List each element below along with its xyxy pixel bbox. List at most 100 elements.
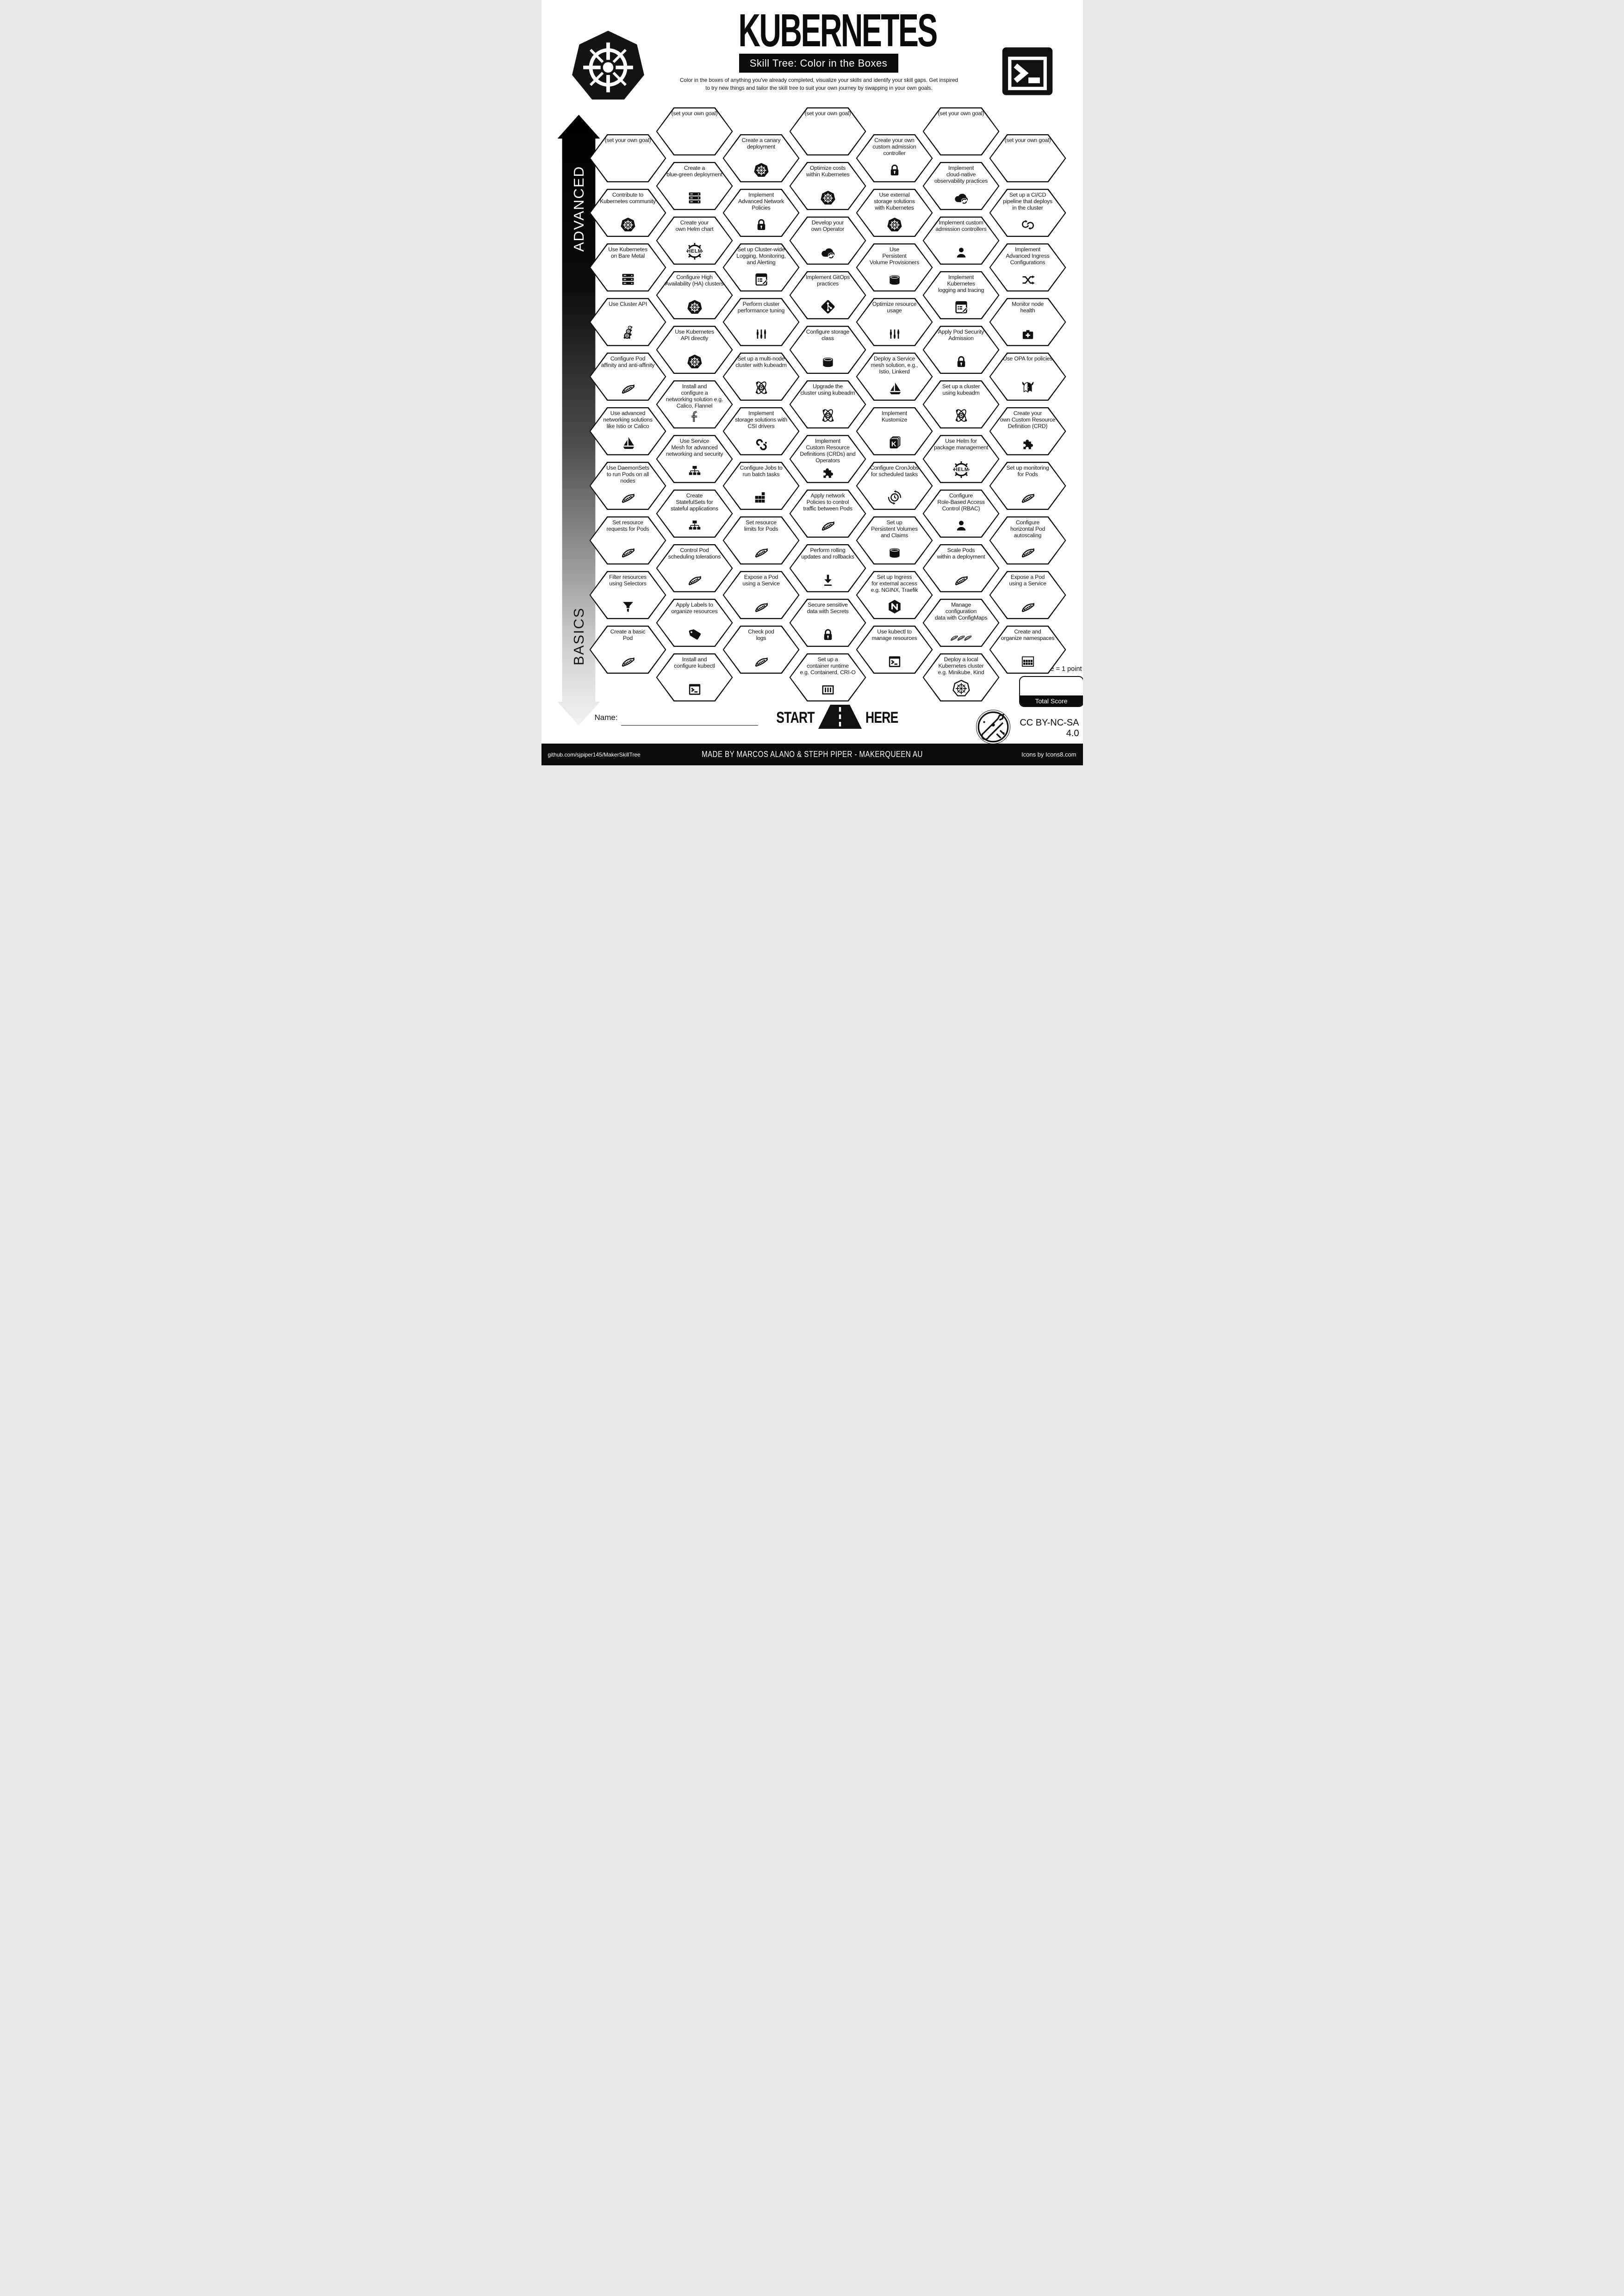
kubernetes-icon (687, 299, 703, 315)
skill-tile[interactable]: Use external storage solutions with Kube… (856, 189, 933, 237)
name-input-line[interactable] (621, 725, 758, 726)
skill-tile[interactable]: Set up monitoring for Pods (989, 462, 1066, 510)
skill-tile-custom-goal[interactable]: (set your own goal) (789, 107, 866, 155)
tag-icon (687, 627, 703, 643)
skill-tile-label: (set your own goal) (804, 110, 851, 117)
footer-bar: github.com/sjpiper145/MakerSkillTree MAD… (541, 744, 1083, 765)
skill-tile[interactable]: Use Helm for package management HELM (922, 435, 1000, 483)
skill-tile[interactable]: Deploy a Service mesh solution, e.g., Is… (856, 353, 933, 401)
skill-tile-label: Create a canary deployment (741, 137, 781, 150)
skill-tile[interactable]: Configure High Availability (HA) cluster… (656, 271, 733, 319)
skill-tile[interactable]: Set up Ingress for external access e.g. … (856, 571, 933, 619)
skill-tile[interactable]: Manage configuration data with ConfigMap… (922, 599, 1000, 647)
skill-tile[interactable]: Implement storage solutions with CSI dri… (722, 407, 800, 455)
skill-tile[interactable]: Set up Persistent Volumes and Claims (856, 516, 933, 565)
skill-tile[interactable]: Set up a CI/CD pipeline that deploys in … (989, 189, 1066, 237)
skill-tile[interactable]: Filter resources using Selectors (589, 571, 666, 619)
skill-tile[interactable]: Configure Pod affinity and anti-affinity (589, 353, 666, 401)
skill-tile-custom-goal[interactable]: (set your own goal) (922, 107, 1000, 155)
start-label: START (776, 708, 815, 726)
skill-tile[interactable]: Create StatefulSets for stateful applica… (656, 490, 733, 538)
skill-tile[interactable]: Implement Kustomize K (856, 407, 933, 455)
skill-tile[interactable]: Create your own Custom Resource Definiti… (989, 407, 1066, 455)
skill-tile-label: Secure sensitive data with Secrets (807, 602, 849, 615)
skill-tile[interactable]: Use Kubernetes on Bare Metal (589, 243, 666, 292)
skill-tile-label: (set your own goal) (1004, 137, 1051, 144)
footer-icons-credit[interactable]: Icons by Icons8.com (1021, 751, 1076, 758)
skill-tile[interactable]: Set up a cluster using kubeadm (922, 380, 1000, 428)
skill-tile[interactable]: Apply Pod Security Admission (922, 326, 1000, 374)
skill-tile[interactable]: Apply network Policies to control traffi… (789, 490, 866, 538)
skill-tile-custom-goal[interactable]: (set your own goal) (589, 134, 666, 182)
skill-tile[interactable]: Set resource limits for Pods (722, 516, 800, 565)
skill-tile[interactable]: Install and configure a networking solut… (656, 380, 733, 428)
skill-tile[interactable]: Use Persistent Volume Provisioners (856, 243, 933, 292)
skill-tile[interactable]: Use advanced networking solutions like I… (589, 407, 666, 455)
skill-tile[interactable]: Implement Custom Resource Definitions (C… (789, 435, 866, 483)
skill-tile[interactable]: Implement cloud-native observability pra… (922, 162, 1000, 210)
skill-tile[interactable]: Use Cluster API (589, 298, 666, 346)
skill-tile[interactable]: Install and configure kubectl (656, 653, 733, 701)
license-text: CC BY-NC-SA 4.0 (1020, 718, 1079, 738)
skill-tile[interactable]: Use Kubernetes API directly (656, 326, 733, 374)
skill-tile[interactable]: Set up Cluster-wide Logging, Monitoring,… (722, 243, 800, 292)
skill-tile[interactable]: Perform cluster performance tuning (722, 298, 800, 346)
skill-tile[interactable]: Implement GitOps practices (789, 271, 866, 319)
skill-tile[interactable]: Create a basic Pod (589, 626, 666, 674)
skill-tile-label: Set resource requests for Pods (606, 519, 649, 533)
skill-tile[interactable]: Control Pod scheduling tolerations (656, 544, 733, 592)
skill-tile[interactable]: Configure Role-Based Access Control (RBA… (922, 490, 1000, 538)
skill-tile[interactable]: Use OPA for policies (989, 353, 1066, 401)
person-icon (953, 518, 969, 534)
skill-tile[interactable]: Set up a container runtime e.g. Containe… (789, 653, 866, 701)
skill-tile[interactable]: Configure CronJobs for scheduled tasks (856, 462, 933, 510)
lock-icon (754, 217, 769, 233)
skill-tile-custom-goal[interactable]: (set your own goal) (989, 134, 1066, 182)
skill-tile[interactable]: Check pod logs (722, 626, 800, 674)
skill-tile[interactable]: Secure sensitive data with Secrets (789, 599, 866, 647)
skill-tile[interactable]: Create a canary deployment (722, 134, 800, 182)
skill-tile-custom-goal[interactable]: (set your own goal) (656, 107, 733, 155)
skill-tile[interactable]: Implement Kubernetes logging and tracing (922, 271, 1000, 319)
skill-tile[interactable]: Perform rolling updates and rollbacks (789, 544, 866, 592)
container-icon (819, 683, 837, 697)
csi-icon (753, 435, 769, 451)
skill-tile[interactable]: Create and organize namespaces (989, 626, 1066, 674)
skill-tile[interactable]: Create your own Helm chart HELM (656, 217, 733, 265)
skill-tile[interactable]: Implement custom admission controllers (922, 217, 1000, 265)
skill-tile[interactable]: Monitor node health (989, 298, 1066, 346)
skill-tile[interactable]: Upgrade the cluster using kubeadm (789, 380, 866, 428)
skill-tile[interactable]: Create your own custom admission control… (856, 134, 933, 182)
skill-tile[interactable]: Use DaemonSets to run Pods on all nodes (589, 462, 666, 510)
skill-tile[interactable]: Apply Labels to organize resources (656, 599, 733, 647)
kubernetes-icon (687, 354, 703, 370)
skill-tile[interactable]: Use Service Mesh for advanced networking… (656, 435, 733, 483)
skill-tile-label: Set up monitoring for Pods (1006, 465, 1049, 478)
skill-tile[interactable]: Contribute to Kubernetes community (589, 189, 666, 237)
network-tree-icon (686, 464, 703, 479)
skill-tile[interactable]: Configure Jobs to run batch tasks (722, 462, 800, 510)
skill-tile[interactable]: Create a blue-green deployment (656, 162, 733, 210)
skill-tile[interactable]: Optimize costs within Kubernetes (789, 162, 866, 210)
skill-tile[interactable]: Configure storage class (789, 326, 866, 374)
description-text: Color in the boxes of anything you've al… (680, 77, 958, 92)
skill-tile[interactable]: Implement Advanced Ingress Configuration… (989, 243, 1066, 292)
skill-tile-label: Create a basic Pod (610, 628, 646, 642)
skill-tile-label: Check pod logs (748, 628, 774, 642)
skill-tile[interactable]: Develop your own Operator (789, 217, 866, 265)
skill-tile[interactable]: Set up a multi-node cluster with kubeadm (722, 353, 800, 401)
skill-tile[interactable]: Use kubectl to manage resources (856, 626, 933, 674)
skill-tile-label: Configure storage class (806, 329, 850, 342)
skill-tile[interactable]: Deploy a local Kubernetes cluster e.g. M… (922, 653, 1000, 701)
footer-repo-link[interactable]: github.com/sjpiper145/MakerSkillTree (548, 751, 641, 758)
skill-tile[interactable]: Expose a Pod using a Service (989, 571, 1066, 619)
skill-tile-label: Install and configure a networking solut… (666, 383, 723, 409)
atom-icon (753, 379, 770, 397)
skill-tile[interactable]: Configure horizontal Pod autoscaling (989, 516, 1066, 565)
skill-tile[interactable]: Scale Pods within a deployment (922, 544, 1000, 592)
skill-tile[interactable]: Optimize resource usage (856, 298, 933, 346)
skill-tile[interactable]: Implement Advanced Network Policies (722, 189, 800, 237)
skill-tile[interactable]: Expose a Pod using a Service (722, 571, 800, 619)
skill-tile[interactable]: Set resource requests for Pods (589, 516, 666, 565)
footer-credits: MADE BY MARCOS ALANO & STEPH PIPER - MAK… (701, 750, 923, 759)
